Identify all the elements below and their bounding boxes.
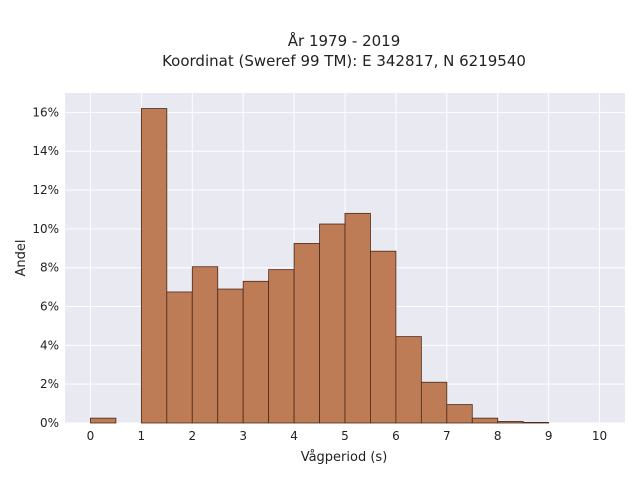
histogram-bar xyxy=(344,212,371,424)
x-tick-label: 8 xyxy=(494,429,502,443)
histogram-bar xyxy=(471,417,499,424)
histogram-bar xyxy=(446,404,473,424)
histogram-bar xyxy=(140,108,168,424)
histogram-bar xyxy=(420,381,448,424)
y-tick-label: 0% xyxy=(40,416,59,430)
y-tick-label: 6% xyxy=(40,300,59,314)
y-tick-label: 8% xyxy=(40,261,59,275)
x-tick-label: 6 xyxy=(392,429,400,443)
x-tick-label: 1 xyxy=(138,429,146,443)
x-tick-label: 10 xyxy=(592,429,607,443)
chart-title-line-2: Koordinat (Sweref 99 TM): E 342817, N 62… xyxy=(162,52,526,70)
histogram-bar xyxy=(395,336,422,424)
x-tick-label: 9 xyxy=(545,429,553,443)
x-tick-label: 4 xyxy=(290,429,298,443)
y-tick-label: 4% xyxy=(40,338,59,352)
histogram-bar xyxy=(319,223,346,424)
x-tick-label: 5 xyxy=(341,429,349,443)
histogram-bar xyxy=(497,421,524,424)
chart-title-line-1: År 1979 - 2019 xyxy=(288,31,401,50)
y-axis-label: Andel xyxy=(14,240,29,277)
histogram-bar xyxy=(217,288,244,424)
histogram-bars xyxy=(90,108,550,424)
histogram-bar xyxy=(90,417,117,424)
histogram-bar xyxy=(166,291,193,424)
x-tick-label: 3 xyxy=(239,429,247,443)
y-tick-label: 12% xyxy=(32,183,59,197)
x-tick-label: 7 xyxy=(443,429,451,443)
x-tick-label: 2 xyxy=(188,429,196,443)
x-axis-label: Vågperiod (s) xyxy=(301,450,388,465)
y-tick-label: 16% xyxy=(32,105,59,119)
x-axis-ticks: 0 1 2 3 4 5 6 7 8 9 10 xyxy=(87,429,608,443)
histogram-bar xyxy=(293,243,320,424)
histogram-bar xyxy=(370,250,397,424)
x-tick-label: 0 xyxy=(87,429,95,443)
histogram-bar xyxy=(242,280,270,424)
histogram-bar xyxy=(522,422,550,424)
histogram-bar xyxy=(268,269,295,424)
y-axis-ticks: 0% 2% 4% 6% 8% 10% 12% 14% 16% xyxy=(32,105,59,430)
y-tick-label: 2% xyxy=(40,377,59,391)
y-tick-label: 14% xyxy=(32,144,59,158)
histogram-bar xyxy=(191,266,219,424)
y-tick-label: 10% xyxy=(32,222,59,236)
